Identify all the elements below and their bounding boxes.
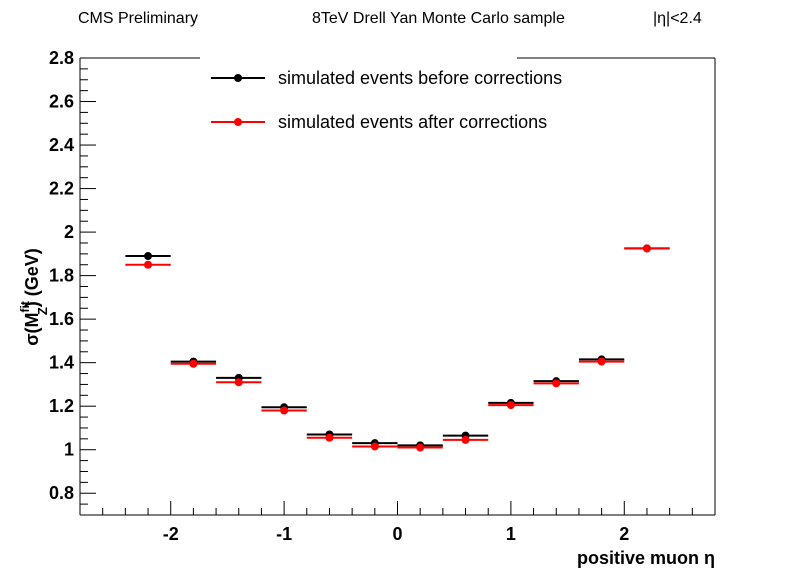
y-tick-label: 2.6 — [49, 92, 74, 112]
data-point — [144, 260, 153, 269]
y-tick-label: 2.8 — [49, 48, 74, 68]
y-tick-label: 1.2 — [49, 396, 74, 416]
legend: simulated events before corrections simul… — [211, 68, 562, 132]
data-point — [189, 359, 198, 368]
y-tick-label: 1 — [64, 440, 74, 460]
y-tick-label: 2.4 — [49, 135, 74, 155]
x-axis-label: positive muon η — [577, 548, 715, 568]
y-axis-label-post: ) (GeV) — [22, 248, 42, 307]
legend-marker — [234, 118, 242, 126]
header-cms-label: CMS Preliminary — [78, 10, 198, 27]
y-tick-label: 2 — [64, 222, 74, 242]
legend-label: simulated events before corrections — [278, 68, 562, 88]
x-tick-label: -1 — [276, 524, 292, 544]
x-tick-label: 2 — [619, 524, 629, 544]
data-point — [506, 401, 515, 410]
y-axis-label-sup: fit — [18, 301, 32, 312]
x-tick-label: -2 — [163, 524, 179, 544]
data-point — [552, 379, 561, 388]
data-point — [234, 378, 243, 387]
header-sample-label: 8TeV Drell Yan Monte Carlo sample — [312, 10, 565, 27]
data-point — [325, 433, 334, 442]
data-series — [125, 244, 670, 452]
series-after-corrections — [125, 244, 670, 452]
series-before-corrections — [125, 244, 670, 450]
y-tick-label: 1.8 — [49, 266, 74, 286]
y-axis-label-sub: Z — [35, 307, 50, 315]
header-eta-cut-label: |η|<2.4 — [653, 10, 702, 27]
y-tick-label: 1.6 — [49, 309, 74, 329]
data-point — [642, 244, 651, 253]
data-point — [461, 435, 470, 444]
x-tick-label: 0 — [392, 524, 402, 544]
y-axis-ticks: 0.8 1 1.2 1.4 1.6 1.8 2 2.2 2.4 2.6 2.8 — [49, 48, 96, 505]
y-axis-label-pre: σ(M — [22, 312, 42, 345]
y-tick-label: 2.2 — [49, 179, 74, 199]
data-point — [144, 252, 153, 261]
data-point — [416, 443, 425, 452]
x-axis-ticks: -2 -1 0 1 2 — [79, 501, 716, 544]
data-point — [370, 442, 379, 451]
y-axis-label: σ(Mfit Z) (GeV) — [18, 248, 50, 346]
x-tick-label: 1 — [506, 524, 516, 544]
legend-marker — [234, 74, 242, 82]
legend-label: simulated events after corrections — [278, 112, 547, 132]
y-tick-label: 1.4 — [49, 353, 74, 373]
y-tick-label: 0.8 — [49, 483, 74, 503]
data-point — [280, 406, 289, 415]
data-point — [597, 357, 606, 366]
